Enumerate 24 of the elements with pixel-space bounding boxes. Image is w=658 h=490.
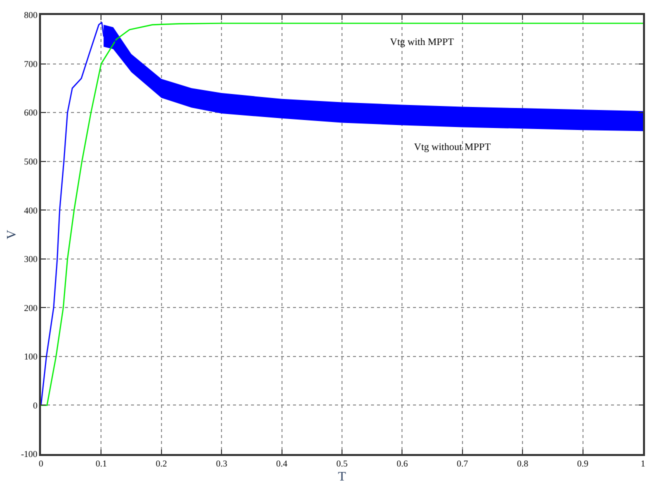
y-axis-title: V [3,229,18,240]
x-tick-label: 0.1 [96,458,107,469]
x-tick-label: 0.3 [216,458,228,469]
y-tick-label: 800 [24,10,38,20]
y-tick-label: 200 [24,302,38,313]
x-tick-label: 1 [640,458,646,469]
x-tick-label: 0.9 [577,458,589,469]
x-tick-label: 0.5 [336,458,348,469]
y-tick-label: 700 [24,58,38,69]
x-tick-label: 0.6 [396,458,408,469]
y-tick-label: 300 [24,254,38,264]
x-tick-label: 0.2 [156,458,168,469]
x-tick-label: 0.4 [276,458,288,469]
y-tick-label: 600 [24,108,38,118]
y-tick-label: 0 [32,400,38,410]
annotation: Vtg with MPPT [390,37,454,48]
x-axis-title: T [338,468,346,484]
x-tick-label: 0.7 [456,458,469,469]
y-tick-label: -100 [20,449,38,460]
x-tick-label: 0.8 [516,458,529,469]
y-tick-label: 100 [24,352,38,362]
y-tick-label: 400 [24,205,38,216]
y-tick-label: 500 [24,156,38,166]
annotation: Vtg without MPPT [414,142,491,153]
